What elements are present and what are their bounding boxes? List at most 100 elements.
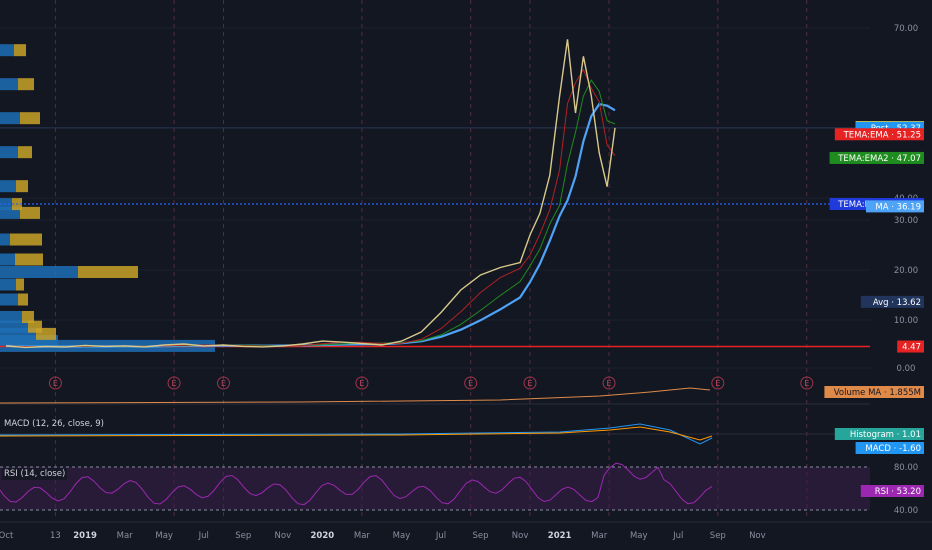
volume-profile-down-bar xyxy=(18,293,28,306)
time-tick-label: Mar xyxy=(354,531,371,541)
volume-profile-down-bar xyxy=(78,266,138,278)
indicator-tag: MA · 36.19 xyxy=(866,200,924,213)
volume-profile-down-bar xyxy=(18,78,34,91)
rsi-title: RSI (14, close) xyxy=(4,469,66,479)
macd-line xyxy=(0,423,713,445)
time-tick-label: Nov xyxy=(749,531,766,541)
earnings-marker xyxy=(711,376,725,390)
volume-profile-up-bar xyxy=(0,180,16,193)
time-tick-label: 2021 xyxy=(548,531,572,541)
volume-tag-bg xyxy=(824,386,924,398)
volume-profile-up-bar xyxy=(0,112,20,125)
time-tick-label: Mar xyxy=(117,531,134,541)
volume-profile-up-bar xyxy=(0,78,18,91)
volume-profile-up-bar xyxy=(0,44,14,57)
price-tick-label: 30.00 xyxy=(894,216,918,226)
earnings-marker xyxy=(800,376,814,390)
price-line xyxy=(5,39,616,349)
time-tick-label: Jul xyxy=(198,531,209,541)
macd-tag-text: MACD · -1.60 xyxy=(865,444,921,454)
indicator-tag-bg xyxy=(866,200,924,213)
rsi-tag-text: RSI · 53.20 xyxy=(875,487,921,497)
time-tick-label: May xyxy=(630,531,648,541)
volume-profile-up-bar xyxy=(0,146,18,159)
volume-profile-up-bar xyxy=(0,311,22,323)
earnings-marker xyxy=(48,376,62,390)
volume-profile-down-bar xyxy=(10,233,42,246)
volume-profile-down-bar xyxy=(22,311,34,323)
time-tick-label: Oct xyxy=(0,531,14,541)
earnings-marker-label: E xyxy=(359,379,364,388)
price-tick-label: 20.00 xyxy=(894,266,918,276)
volume-profile-up-bar xyxy=(0,253,15,266)
indicator-tag: Avg · 13.62 xyxy=(860,295,924,308)
earnings-marker-label: E xyxy=(221,379,226,388)
macd-tag-bg xyxy=(834,428,924,440)
earnings-marker xyxy=(464,376,478,390)
price-tick-label: 10.00 xyxy=(894,316,918,326)
time-tick-label: Sep xyxy=(710,531,726,541)
volume-pane xyxy=(0,387,870,405)
macd-legend[interactable]: MACD (12, 26, close, 9) xyxy=(2,418,106,430)
earnings-marker-label: E xyxy=(172,379,177,388)
macd-tag-text: Histogram · 1.01 xyxy=(850,430,921,440)
grid xyxy=(0,0,870,520)
time-tick-label: May xyxy=(393,531,411,541)
rsi-upper-label: 80.00 xyxy=(894,463,918,473)
time-tick-label: Mar xyxy=(591,531,608,541)
indicator-tag-text: TEMA:EMA · 51.25 xyxy=(843,130,921,140)
earnings-marker-label: E xyxy=(468,379,473,388)
earnings-marker-label: E xyxy=(527,379,532,388)
volume-profile-down-bar xyxy=(15,253,43,266)
macd-pane xyxy=(0,423,870,445)
volume-profile-up-bar xyxy=(0,266,78,278)
volume-profile-up-bar xyxy=(0,320,28,333)
volume-profile-down-bar xyxy=(28,320,42,333)
volume-profile-down-bar xyxy=(16,278,24,291)
volume-profile-down-bar xyxy=(18,146,32,159)
indicator-tag-text: TEMA:EMA2 · 47.07 xyxy=(837,154,921,164)
volume-profile xyxy=(0,44,215,352)
volume-ma-line xyxy=(0,387,711,404)
time-tick-label: 2019 xyxy=(73,531,97,541)
rsi-line xyxy=(0,462,713,506)
earnings-marker-label: E xyxy=(715,379,720,388)
rsi-pane xyxy=(0,462,870,511)
time-axis[interactable]: Oct 13 2019 Mar May Jul Sep Nov 2020 Mar May Jul Sep… xyxy=(0,521,932,541)
indicator-tag-bg xyxy=(834,128,924,141)
rsi-band xyxy=(0,467,870,510)
macd-tag-bg xyxy=(855,442,924,454)
time-tick-label: Nov xyxy=(512,531,529,541)
earnings-marker xyxy=(167,376,181,390)
earnings-marker xyxy=(602,376,616,390)
time-tick-label: Nov xyxy=(275,531,292,541)
rsi-lower-label: 40.00 xyxy=(894,506,918,516)
earnings-marker xyxy=(523,376,537,390)
volume-profile-up-bar xyxy=(0,293,18,306)
time-tick-label: Sep xyxy=(235,531,251,541)
volume-profile-up-bar xyxy=(0,278,16,291)
macd-title: MACD (12, 26, close, 9) xyxy=(4,419,104,429)
indicator-tag-bg xyxy=(860,295,924,308)
indicator-tag-bg xyxy=(897,340,924,353)
rsi-tag-bg xyxy=(860,485,924,497)
volume-profile-down-bar xyxy=(20,112,40,125)
time-tick-label: Jul xyxy=(435,531,446,541)
earnings-marker-label: E xyxy=(607,379,612,388)
indicator-tag-text: MA · 36.19 xyxy=(875,202,921,212)
time-tick-label: Jul xyxy=(672,531,683,541)
time-tick-label: 13 xyxy=(50,531,61,541)
indicator-tag-bg xyxy=(829,151,924,164)
earnings-marker-label: E xyxy=(804,379,809,388)
earnings-marker-label: E xyxy=(53,379,58,388)
earnings-marker xyxy=(355,376,369,390)
indicator-tag: TEMA:EMA2 · 47.07 xyxy=(829,151,924,164)
earnings-marker xyxy=(217,376,230,390)
volume-profile-down-bar xyxy=(20,206,40,219)
volume-tag-text: Volume MA · 1.855M xyxy=(834,388,921,398)
indicator-tag-text: 4.47 xyxy=(902,343,921,353)
price-tick-label: 70.00 xyxy=(894,24,918,34)
rsi-legend[interactable]: RSI (14, close) xyxy=(2,468,68,480)
